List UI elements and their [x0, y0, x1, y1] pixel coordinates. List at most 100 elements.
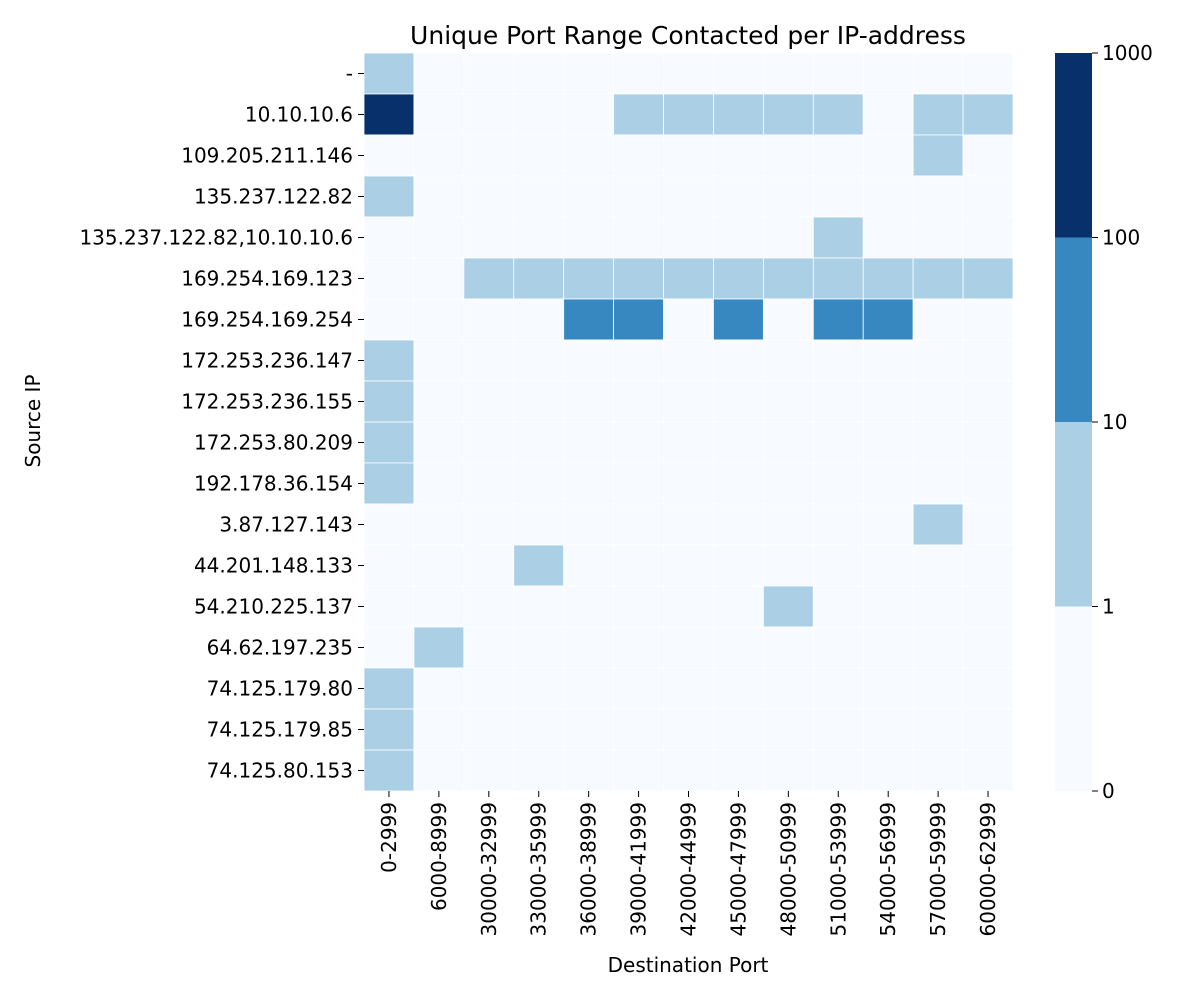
- heatmap-cell: [613, 93, 664, 136]
- heatmap-cell: [663, 421, 714, 464]
- heatmap-cell: [413, 708, 465, 751]
- heatmap-cell: [762, 503, 814, 546]
- x-tick-label: 51000-53999: [826, 802, 850, 936]
- colorbar-tick-label: 1000: [1102, 41, 1153, 65]
- heatmap-cell: [363, 134, 415, 177]
- heatmap-cell: [962, 257, 1014, 300]
- heatmap-cell: [463, 175, 515, 218]
- x-tick-label: 0-2999: [377, 802, 401, 873]
- heatmap-cell: [762, 585, 814, 628]
- heatmap-cell: [463, 52, 515, 95]
- heatmap-cell: [513, 216, 565, 259]
- heatmap-cell: [463, 216, 515, 259]
- y-tick-label: 74.125.179.85: [207, 718, 353, 742]
- heatmap-cell: [463, 749, 515, 792]
- heatmap-cell: [363, 93, 415, 136]
- heatmap-cell: [912, 257, 964, 300]
- heatmap-cell: [962, 52, 1014, 95]
- colorbar-bin: [1055, 606, 1092, 791]
- heatmap-cell: [563, 503, 615, 546]
- colorbar-bin: [1055, 53, 1092, 238]
- y-tick-label: 172.253.236.155: [181, 390, 353, 414]
- heatmap-cell: [812, 667, 864, 710]
- heatmap-cell: [363, 708, 415, 751]
- heatmap-cell: [413, 175, 465, 218]
- heatmap-cell: [713, 749, 764, 792]
- heatmap-cell: [762, 708, 814, 751]
- heatmap-cell: [413, 626, 465, 669]
- heatmap-cell: [563, 380, 615, 423]
- heatmap-cell: [713, 380, 764, 423]
- heatmap-cell: [363, 462, 415, 505]
- heatmap-cell: [713, 585, 764, 628]
- heatmap-cell: [613, 339, 664, 382]
- heatmap-cell: [663, 503, 714, 546]
- heatmap-cell: [713, 298, 764, 341]
- heatmap-cell: [812, 749, 864, 792]
- heatmap-cell: [862, 52, 914, 95]
- heatmap-cell: [563, 708, 615, 751]
- x-tick-label: 39000-41999: [627, 802, 651, 936]
- colorbar-tick-label: 100: [1102, 226, 1140, 250]
- colorbar-tick-label: 0: [1102, 779, 1115, 803]
- heatmap-cell: [413, 216, 465, 259]
- x-tick-label: 6000-8999: [427, 802, 451, 911]
- heatmap-cell: [613, 544, 664, 587]
- heatmap-cell: [962, 585, 1014, 628]
- heatmap-cell: [513, 503, 565, 546]
- heatmap-cell: [513, 544, 565, 587]
- y-tick-label: 169.254.169.254: [181, 308, 353, 332]
- heatmap-cell: [563, 626, 615, 669]
- heatmap-cell: [713, 462, 764, 505]
- heatmap-cell: [962, 216, 1014, 259]
- heatmap-cell: [912, 298, 964, 341]
- heatmap-cell: [962, 421, 1014, 464]
- heatmap-cell: [862, 544, 914, 587]
- x-tick-label: 54000-56999: [876, 802, 900, 936]
- heatmap-cell: [762, 175, 814, 218]
- colorbar: 0 1 10 100 1000: [1055, 41, 1153, 803]
- heatmap-cell: [613, 749, 664, 792]
- heatmap-cell: [912, 585, 964, 628]
- heatmap-cell: [463, 626, 515, 669]
- heatmap-cell: [663, 626, 714, 669]
- heatmap-cell: [812, 257, 864, 300]
- heatmap-cell: [762, 216, 814, 259]
- heatmap-cell: [563, 52, 615, 95]
- heatmap-cell: [962, 667, 1014, 710]
- heatmap-cell: [413, 93, 465, 136]
- heatmap-cell: [762, 749, 814, 792]
- heatmap-cell: [912, 421, 964, 464]
- heatmap-cell: [363, 749, 415, 792]
- heatmap-cell: [862, 749, 914, 792]
- heatmap-cell: [912, 380, 964, 423]
- heatmap-cell: [613, 503, 664, 546]
- chart-title: Unique Port Range Contacted per IP-addre…: [410, 21, 966, 50]
- heatmap-cell: [413, 667, 465, 710]
- heatmap-cell: [713, 216, 764, 259]
- heatmap-cell: [513, 52, 565, 95]
- heatmap-cell: [663, 52, 714, 95]
- heatmap-cell: [912, 749, 964, 792]
- heatmap-cell: [713, 93, 764, 136]
- heatmap-cell: [563, 749, 615, 792]
- heatmap-cell: [513, 93, 565, 136]
- heatmap-cell: [713, 52, 764, 95]
- heatmap-cell: [912, 175, 964, 218]
- heatmap-cell: [613, 667, 664, 710]
- heatmap-cell: [912, 544, 964, 587]
- y-tick-label: 3.87.127.143: [219, 513, 353, 537]
- heatmap-cell: [713, 626, 764, 669]
- heatmap-cell: [513, 626, 565, 669]
- heatmap-cell: [413, 257, 465, 300]
- x-tick-label: 42000-44999: [677, 802, 701, 936]
- x-axis-label: Destination Port: [608, 953, 769, 977]
- heatmap-cell: [962, 503, 1014, 546]
- heatmap-cell: [812, 544, 864, 587]
- heatmap-cell: [563, 134, 615, 177]
- x-tick-label: 33000-35999: [527, 802, 551, 936]
- heatmap-cell: [463, 339, 515, 382]
- heatmap-cell: [663, 667, 714, 710]
- heatmap-cell: [363, 585, 415, 628]
